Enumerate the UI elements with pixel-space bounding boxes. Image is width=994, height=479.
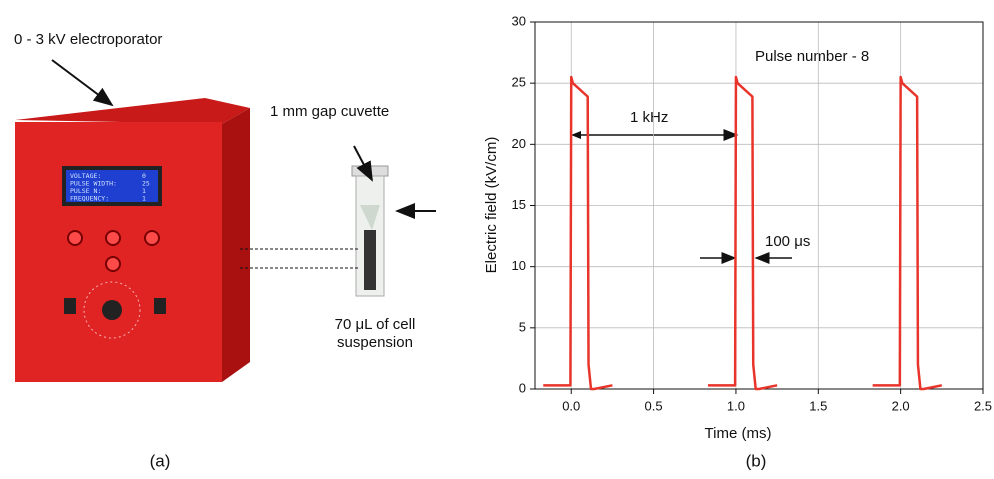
y-tick-label: 20: [512, 136, 526, 151]
x-tick-label: 2.5: [974, 398, 992, 413]
annotation: Pulse number - 8: [755, 48, 869, 65]
screen-reading: 0: [142, 172, 146, 180]
pulse-line: [543, 75, 943, 391]
x-tick-label: 0.5: [645, 398, 663, 413]
y-tick-label: 30: [512, 13, 526, 28]
x-tick-label: 1.0: [727, 398, 745, 413]
volume-label: suspension: [337, 334, 413, 351]
screen-field: FREQUENCY:: [70, 195, 109, 203]
cuvette: [351, 165, 389, 297]
annotation: 100 μs: [765, 233, 810, 250]
arrow: [51, 59, 114, 107]
arrow: [353, 145, 373, 182]
electroporator: [15, 98, 250, 382]
annotation: 1 kHz: [630, 109, 668, 126]
y-tick-label: 0: [519, 380, 526, 395]
screen-reading: 25: [142, 180, 150, 188]
screen-field: PULSE N:: [70, 187, 101, 195]
y-tick-label: 5: [519, 319, 526, 334]
screen-reading: 1: [142, 195, 146, 203]
panel-label: (b): [746, 451, 767, 470]
screen-field: PULSE WIDTH:: [70, 180, 117, 188]
y-tick-label: 15: [512, 197, 526, 212]
y-tick-label: 25: [512, 75, 526, 90]
x-axis-label: Time (ms): [705, 425, 772, 442]
panel-label: (a): [150, 451, 171, 470]
x-tick-label: 2.0: [892, 398, 910, 413]
device-label: 0 - 3 kV electroporator: [14, 31, 162, 48]
x-tick-label: 1.5: [809, 398, 827, 413]
y-axis-label: Electric field (kV/cm): [483, 137, 500, 274]
volume-label: 70 μL of cell: [335, 316, 416, 333]
cuvette-label: 1 mm gap cuvette: [270, 103, 389, 120]
y-tick-label: 10: [512, 258, 526, 273]
screen-field: VOLTAGE:: [70, 172, 101, 180]
screen-reading: 1: [142, 187, 146, 195]
x-tick-label: 0.0: [562, 398, 580, 413]
